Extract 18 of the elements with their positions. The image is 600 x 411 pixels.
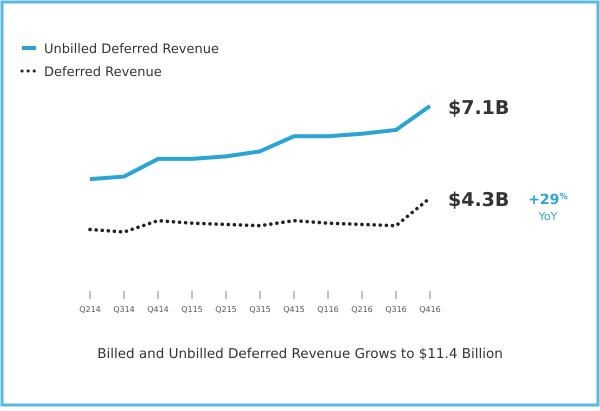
x-tick-label: Q215: [215, 305, 237, 314]
text: YoY: [538, 210, 558, 223]
legend-label: Unbilled Deferred Revenue: [44, 42, 219, 57]
x-tick-label: Q214: [79, 305, 101, 314]
x-tick-label: Q116: [317, 305, 339, 314]
text: +29$^{%}$: [528, 190, 568, 208]
x-tick-label: Q416: [419, 305, 441, 314]
x-tick-label: Q315: [249, 305, 271, 314]
annotation: $4.3B: [448, 188, 510, 211]
text: Billed and Unbilled Deferred Revenue Grows to $11.4 Billion: [97, 346, 503, 362]
x-tick-label: Q216: [351, 305, 373, 314]
annotation: $7.1B: [448, 97, 510, 119]
x-tick-label: Q414: [147, 305, 169, 314]
x-tick-label: Q415: [283, 305, 305, 314]
legend-label: Deferred Revenue: [44, 65, 162, 80]
x-tick-label: Q316: [385, 305, 407, 314]
x-tick-label: Q314: [113, 305, 135, 314]
x-tick-label: Q115: [181, 305, 203, 314]
